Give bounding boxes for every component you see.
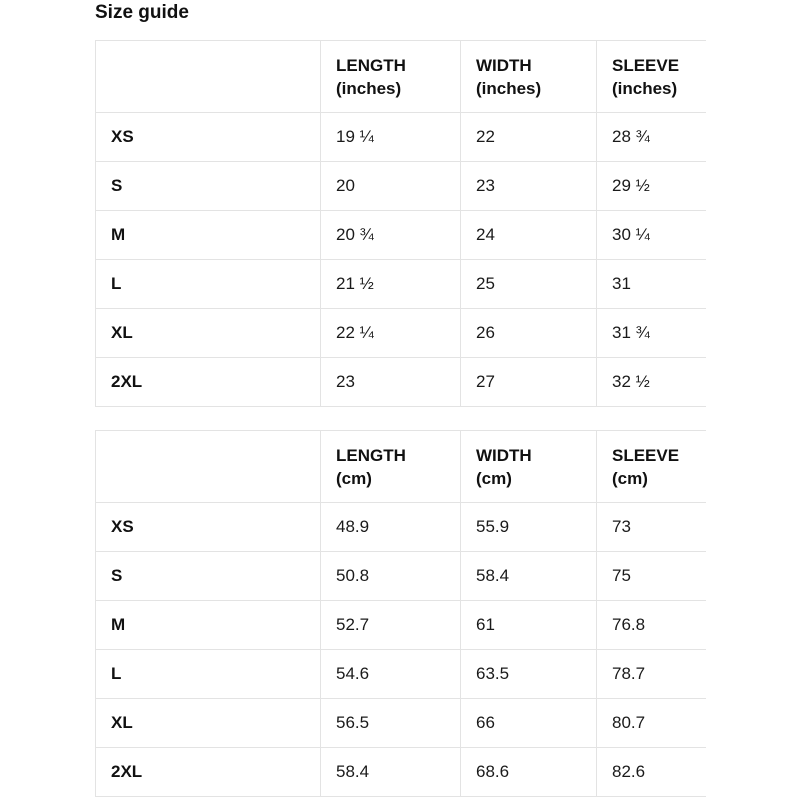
sleeve-cell: 75 xyxy=(596,551,706,601)
width-cell: 26 xyxy=(460,308,597,358)
width-cell: 27 xyxy=(460,357,597,407)
sleeve-cell: 32 ½ xyxy=(596,357,706,407)
size-table-inches: LENGTH (inches) WIDTH (inches) SLEEVE (i… xyxy=(95,40,706,407)
header-row: LENGTH (cm) WIDTH (cm) SLEEVE (cm) xyxy=(95,430,706,503)
table-row: XS 48.9 55.9 73 xyxy=(95,502,706,552)
length-cell: 58.4 xyxy=(320,747,461,797)
size-cell: XS xyxy=(95,112,321,162)
sleeve-cell: 30 ¼ xyxy=(596,210,706,260)
length-column-header: LENGTH (cm) xyxy=(320,430,461,503)
length-cell: 52.7 xyxy=(320,600,461,650)
page-title: Size guide xyxy=(95,2,189,23)
width-cell: 55.9 xyxy=(460,502,597,552)
length-cell: 48.9 xyxy=(320,502,461,552)
table-row: S 20 23 29 ½ xyxy=(95,161,706,211)
sleeve-cell: 82.6 xyxy=(596,747,706,797)
length-cell: 54.6 xyxy=(320,649,461,699)
length-cell: 20 xyxy=(320,161,461,211)
length-cell: 22 ¼ xyxy=(320,308,461,358)
width-cell: 58.4 xyxy=(460,551,597,601)
size-cell: M xyxy=(95,600,321,650)
width-cell: 23 xyxy=(460,161,597,211)
length-cell: 20 ¾ xyxy=(320,210,461,260)
width-cell: 66 xyxy=(460,698,597,748)
table-row: XS 19 ¼ 22 28 ¾ xyxy=(95,112,706,162)
size-cell: L xyxy=(95,259,321,309)
size-cell: XL xyxy=(95,698,321,748)
length-cell: 50.8 xyxy=(320,551,461,601)
length-cell: 19 ¼ xyxy=(320,112,461,162)
table-row: 2XL 58.4 68.6 82.6 xyxy=(95,747,706,797)
table-row: L 54.6 63.5 78.7 xyxy=(95,649,706,699)
width-column-header: WIDTH (cm) xyxy=(460,430,597,503)
length-cell: 23 xyxy=(320,357,461,407)
size-column-header xyxy=(95,430,321,503)
size-cell: S xyxy=(95,551,321,601)
width-cell: 68.6 xyxy=(460,747,597,797)
size-cell: 2XL xyxy=(95,747,321,797)
table-row: S 50.8 58.4 75 xyxy=(95,551,706,601)
size-cell: XS xyxy=(95,502,321,552)
sleeve-column-header: SLEEVE (inches) xyxy=(596,40,706,113)
width-cell: 25 xyxy=(460,259,597,309)
sleeve-column-header: SLEEVE (cm) xyxy=(596,430,706,503)
sleeve-cell: 73 xyxy=(596,502,706,552)
header-row: LENGTH (inches) WIDTH (inches) SLEEVE (i… xyxy=(95,40,706,113)
length-column-header: LENGTH (inches) xyxy=(320,40,461,113)
sleeve-cell: 31 ¾ xyxy=(596,308,706,358)
table-row: XL 56.5 66 80.7 xyxy=(95,698,706,748)
table-row: M 52.7 61 76.8 xyxy=(95,600,706,650)
table-row: L 21 ½ 25 31 xyxy=(95,259,706,309)
size-cell: XL xyxy=(95,308,321,358)
size-column-header xyxy=(95,40,321,113)
sleeve-cell: 28 ¾ xyxy=(596,112,706,162)
sleeve-cell: 80.7 xyxy=(596,698,706,748)
table-row: 2XL 23 27 32 ½ xyxy=(95,357,706,407)
width-cell: 63.5 xyxy=(460,649,597,699)
width-cell: 24 xyxy=(460,210,597,260)
width-column-header: WIDTH (inches) xyxy=(460,40,597,113)
table-row: XL 22 ¼ 26 31 ¾ xyxy=(95,308,706,358)
length-cell: 56.5 xyxy=(320,698,461,748)
sleeve-cell: 78.7 xyxy=(596,649,706,699)
size-cell: L xyxy=(95,649,321,699)
size-cell: 2XL xyxy=(95,357,321,407)
sleeve-cell: 29 ½ xyxy=(596,161,706,211)
width-cell: 22 xyxy=(460,112,597,162)
width-cell: 61 xyxy=(460,600,597,650)
sleeve-cell: 31 xyxy=(596,259,706,309)
table-row: M 20 ¾ 24 30 ¼ xyxy=(95,210,706,260)
size-table-cm: LENGTH (cm) WIDTH (cm) SLEEVE (cm) XS 48… xyxy=(95,430,706,797)
size-cell: S xyxy=(95,161,321,211)
length-cell: 21 ½ xyxy=(320,259,461,309)
size-cell: M xyxy=(95,210,321,260)
sleeve-cell: 76.8 xyxy=(596,600,706,650)
